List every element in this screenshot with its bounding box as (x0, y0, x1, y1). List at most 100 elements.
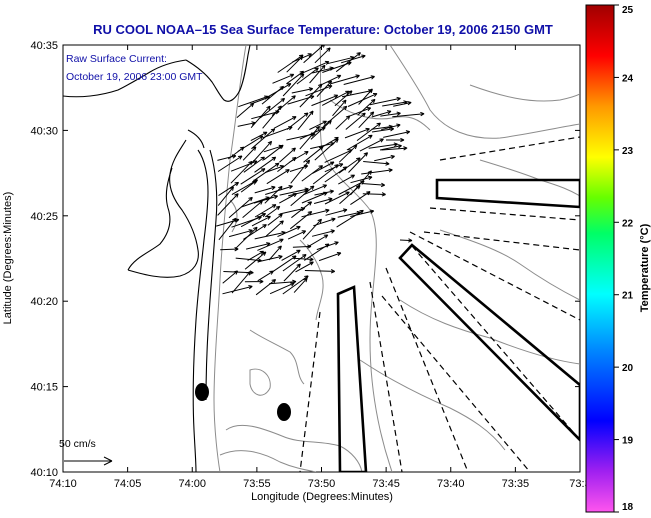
current-vector-arrow (250, 105, 271, 129)
current-vector-arrow (252, 162, 280, 182)
current-vector-arrow (264, 205, 281, 218)
current-vector-arrow (383, 130, 411, 138)
bathymetry-contour (329, 99, 431, 131)
coastline (63, 45, 251, 472)
current-vector-arrow (311, 229, 335, 237)
bathymetry-contour (229, 199, 238, 233)
colorbar-tick-label: 22 (622, 218, 634, 229)
current-vector-arrow (324, 166, 348, 183)
current-vector-arrow (381, 146, 408, 151)
current-vector-arrow (371, 127, 395, 133)
current-vector-arrow (231, 271, 251, 294)
current-vector-arrow (343, 75, 375, 85)
coastline-segment (187, 129, 205, 149)
current-vector-arrow (257, 238, 284, 251)
y-tick-label: 40:15 (30, 382, 58, 394)
current-vector-arrow (301, 165, 324, 182)
bathymetry-contour (249, 368, 271, 396)
lane-boundary-line (381, 295, 531, 472)
current-vector-arrow (369, 96, 401, 106)
current-vector-arrow (325, 208, 348, 216)
current-vector-arrow (279, 193, 298, 204)
current-vector-arrow (304, 243, 330, 261)
y-tick-label: 40:35 (30, 40, 58, 52)
current-vector-arrow (368, 142, 398, 149)
bathymetry-contour (389, 45, 580, 139)
current-vector-arrow (302, 218, 322, 240)
current-vector-arrow (254, 156, 277, 173)
current-vector-arrow (335, 115, 351, 130)
bathymetry-contour (249, 329, 305, 385)
x-tick-label: 74:00 (178, 478, 206, 490)
plot-frame (62, 44, 581, 473)
current-vector-arrow (303, 184, 328, 196)
map-title: RU COOL NOAA–15 Sea Surface Temperature:… (93, 22, 553, 37)
current-vector-arrow (244, 251, 267, 270)
current-vector-arrow (291, 87, 314, 94)
bathymetry-contour (213, 45, 247, 472)
bathymetry-contour (225, 424, 363, 472)
current-vector-arrow (361, 168, 393, 175)
current-vector-arrow (230, 160, 258, 172)
current-vector-arrow (311, 94, 339, 107)
bathymetry-contour (469, 84, 580, 102)
bathymetry-contour (439, 229, 580, 301)
separation-zone-south (336, 285, 368, 472)
current-vector-arrow (314, 47, 331, 64)
current-vector-arrow (336, 209, 364, 228)
current-vector-arrow (303, 146, 324, 163)
current-vector-arrow (361, 182, 386, 188)
y-tick-label: 40:20 (30, 296, 58, 308)
current-vector-arrow (379, 144, 402, 151)
current-vector-arrow (310, 120, 332, 140)
colorbar-tick-label: 19 (622, 436, 634, 447)
current-vector-arrow (261, 85, 285, 105)
current-vector-arrow (265, 220, 284, 237)
current-vector-arrow (255, 279, 277, 296)
current-vector-arrow (300, 60, 330, 75)
separation-zone-southeast (398, 243, 580, 442)
lane-boundary-line (369, 281, 403, 472)
current-vector-arrow (228, 229, 253, 238)
y-tick-label: 40:30 (30, 125, 58, 137)
x-axis-ticks: 74:10 74:05 74:00 73:55 73:50 73:45 73:40 73:35… (49, 45, 591, 490)
x-axis-label: Longitude (Degrees:Minutes) (251, 491, 393, 503)
current-vector-arrow (240, 213, 267, 228)
current-vector-arrow (242, 146, 257, 161)
current-vector-arrow (269, 282, 295, 295)
current-vector-arrow (257, 270, 274, 282)
current-vector-arrow (217, 155, 243, 172)
separation-zone-east (435, 178, 580, 209)
y-tick-label: 40:25 (30, 211, 58, 223)
current-vector-arrow (338, 174, 356, 185)
current-vector-arrow (287, 230, 307, 240)
current-vector-arrow (295, 261, 314, 273)
current-vector-arrow (240, 180, 257, 193)
current-vector-arrow (240, 168, 266, 185)
traffic-separation-zones (336, 178, 580, 472)
scale-vector-arrow (64, 456, 113, 466)
current-vector-arrow (358, 88, 373, 105)
current-vector-arrow (289, 211, 313, 230)
colorbar-tick-label: 21 (622, 291, 634, 302)
temperature-colorbar (585, 4, 615, 513)
current-vector-arrow (251, 128, 276, 150)
current-vector-arrow (348, 152, 369, 173)
current-vector-arrow (356, 122, 381, 142)
x-tick-label: 73:3 (569, 478, 590, 490)
current-vector-arrow (322, 105, 348, 128)
current-vector-arrow (218, 217, 237, 241)
current-vector-arrow (253, 194, 279, 204)
lane-boundary-line (409, 231, 580, 321)
current-vector-arrow (217, 186, 234, 206)
current-vector-arrow (273, 116, 297, 129)
current-vector-arrow (291, 201, 313, 219)
current-vector-arrow (254, 204, 277, 218)
current-vector-arrow (335, 52, 361, 73)
current-vector-arrow (340, 54, 366, 64)
current-vector-arrow (304, 269, 336, 274)
current-vector-arrow (318, 252, 342, 262)
x-tick-label: 73:45 (372, 478, 400, 490)
current-vector-arrow (357, 98, 376, 116)
current-vector-arrow (227, 146, 245, 160)
